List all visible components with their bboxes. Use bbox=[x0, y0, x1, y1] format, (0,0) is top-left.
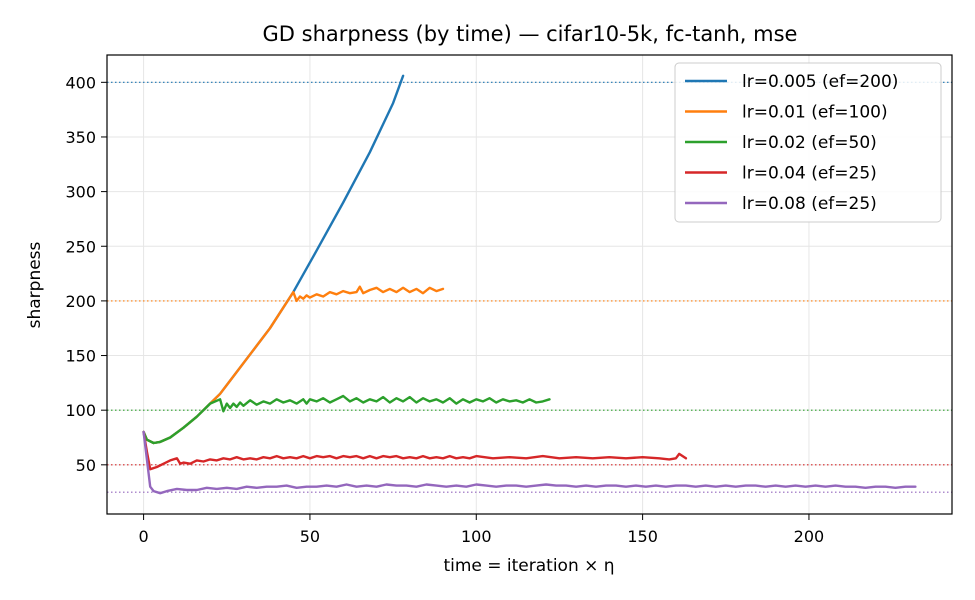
y-axis-ticks: 50 100 150 200 250 300 350 400 bbox=[65, 73, 107, 475]
legend-box bbox=[674, 62, 942, 223]
y-tick-label: 150 bbox=[65, 347, 96, 366]
y-tick-label: 100 bbox=[65, 401, 96, 420]
x-axis-ticks: 0 50 100 150 200 bbox=[139, 514, 825, 546]
x-tick-label: 100 bbox=[461, 527, 492, 546]
x-tick-label: 200 bbox=[794, 527, 825, 546]
x-axis-label: time = iteration × η bbox=[443, 556, 614, 576]
x-tick-label: 50 bbox=[300, 527, 320, 546]
y-tick-label: 250 bbox=[65, 237, 96, 256]
legend: lr=0.005 (ef=200) lr=0.01 (ef=100) lr=0.02… bbox=[674, 62, 942, 223]
series-line bbox=[142, 394, 551, 445]
series-lines bbox=[142, 74, 917, 495]
y-tick-label: 350 bbox=[65, 128, 96, 147]
series-line bbox=[142, 430, 688, 471]
chart-title: GD sharpness (by time) — cifar10-5k, fc-… bbox=[263, 22, 798, 46]
plot-frame bbox=[106, 54, 953, 515]
x-tick-label: 150 bbox=[627, 527, 658, 546]
series-line bbox=[142, 430, 917, 495]
legend-label: lr=0.08 (ef=25) bbox=[742, 194, 877, 214]
y-tick-label: 50 bbox=[76, 456, 96, 475]
y-axis-label: sharpness bbox=[25, 241, 45, 328]
legend-label: lr=0.005 (ef=200) bbox=[742, 72, 898, 92]
y-tick-label: 400 bbox=[65, 73, 96, 92]
legend-label: lr=0.01 (ef=100) bbox=[742, 103, 888, 123]
x-tick-label: 0 bbox=[139, 527, 149, 546]
y-tick-label: 300 bbox=[65, 183, 96, 202]
legend-label: lr=0.04 (ef=25) bbox=[742, 164, 877, 184]
legend-label: lr=0.02 (ef=50) bbox=[742, 133, 877, 153]
y-tick-label: 200 bbox=[65, 292, 96, 311]
